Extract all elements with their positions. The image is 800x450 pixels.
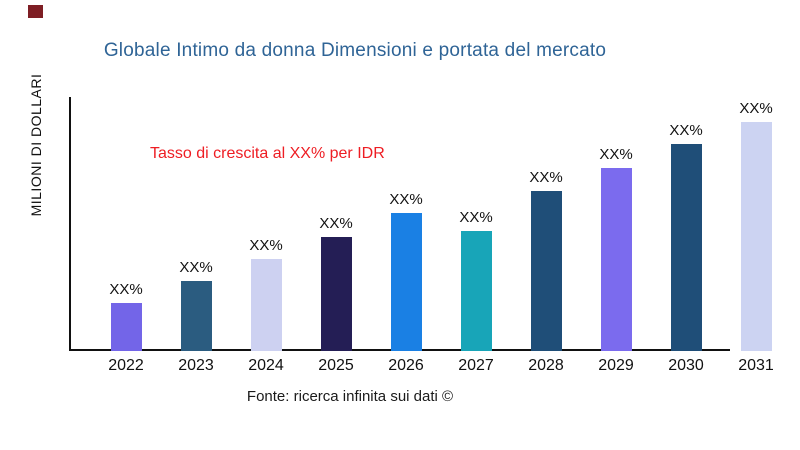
value-label-2025: XX% [319,215,353,232]
value-label-2031: XX% [739,100,773,117]
chart-title: Globale Intimo da donna Dimensioni e por… [103,40,607,61]
value-label-2024: XX% [249,237,283,254]
bar-2024 [250,259,282,351]
brand-logo-square [28,5,43,18]
x-tick-2028: 2028 [528,357,564,374]
value-label-2022: XX% [109,281,143,298]
value-label-2029: XX% [599,146,633,163]
y-axis-title: MILIONI DI DOLLARI [28,73,44,217]
x-tick-2026: 2026 [388,357,424,374]
x-tick-2027: 2027 [458,357,494,374]
value-label-2026: XX% [389,191,423,208]
x-tick-2025: 2025 [318,357,354,374]
source-attribution: Fonte: ricerca infinita sui dati © [246,388,454,405]
x-tick-2031: 2031 [738,357,774,374]
growth-rate-annotation: Tasso di crescita al XX% per IDR [150,145,385,162]
bar-2031 [740,122,772,351]
value-label-2023: XX% [179,259,213,276]
bar-2026 [390,213,422,351]
x-tick-2029: 2029 [598,357,634,374]
x-tick-2024: 2024 [248,357,284,374]
value-label-2030: XX% [669,122,703,139]
bar-2029 [600,168,632,351]
value-label-2028: XX% [529,169,563,186]
bar-2025 [320,237,352,351]
bar-2028 [530,191,562,351]
y-axis-line [69,97,71,351]
x-tick-2023: 2023 [178,357,214,374]
bar-2022 [110,303,142,351]
x-tick-2022: 2022 [108,357,144,374]
x-tick-2030: 2030 [668,357,704,374]
bar-2023 [180,281,212,351]
bar-2027 [460,231,492,351]
value-label-2027: XX% [459,209,493,226]
bar-2030 [670,144,702,351]
